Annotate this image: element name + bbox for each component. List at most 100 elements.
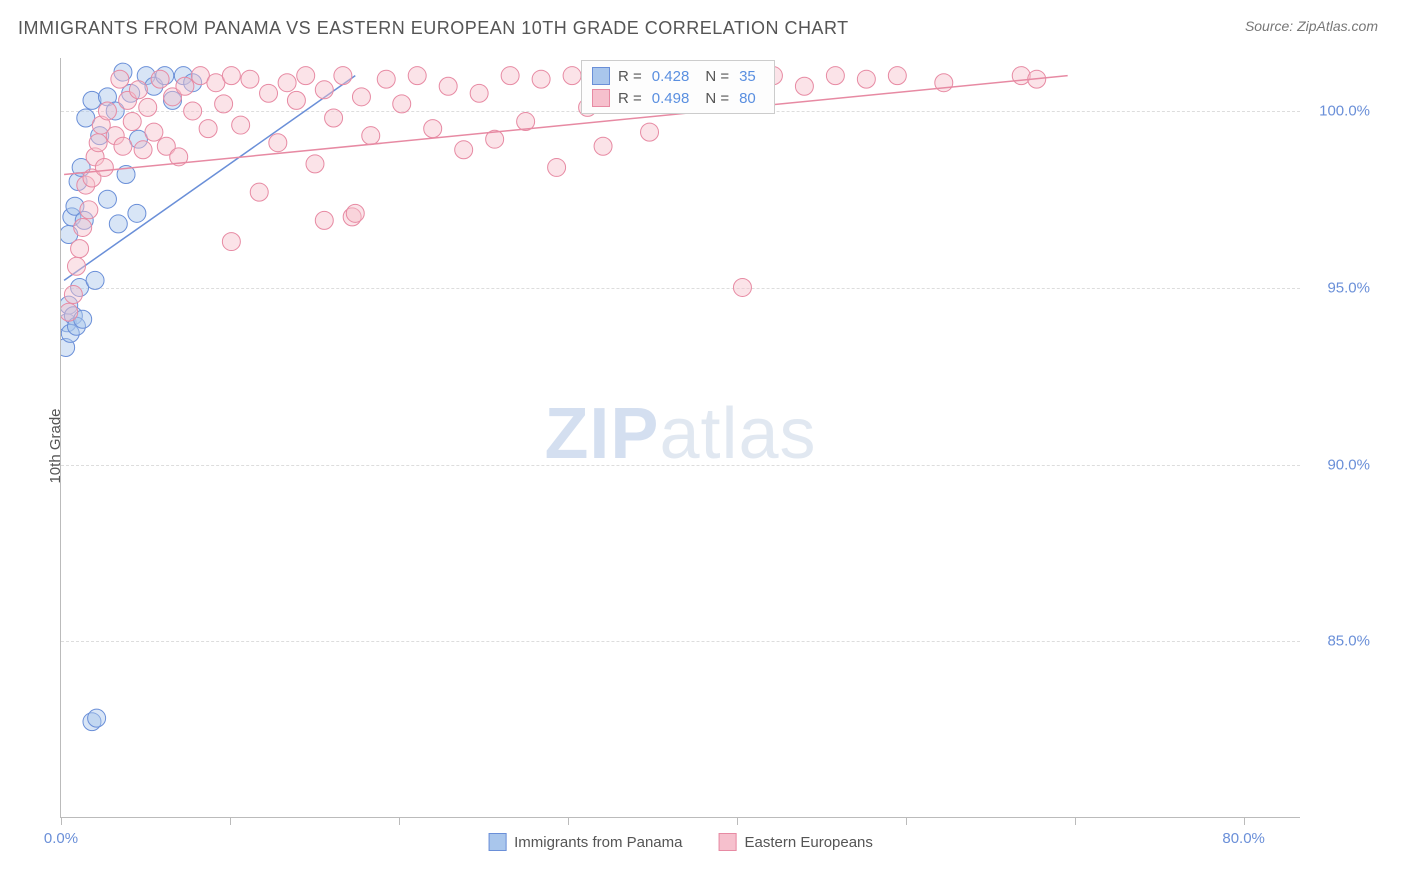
data-point (222, 67, 240, 85)
data-point (548, 158, 566, 176)
data-point (352, 88, 370, 106)
data-point (61, 226, 78, 244)
data-point (164, 91, 182, 109)
data-point (61, 338, 75, 356)
x-tick-label: 80.0% (1222, 830, 1265, 847)
data-point (563, 67, 581, 85)
data-point (269, 134, 287, 152)
data-point (641, 123, 659, 141)
y-tick-label: 100.0% (1310, 103, 1370, 120)
legend-r-value: 0.428 (652, 68, 690, 85)
trend-line (64, 76, 1068, 175)
legend-label: Eastern Europeans (744, 834, 872, 851)
legend-n-label: N = (705, 68, 729, 85)
data-point (826, 67, 844, 85)
data-point (287, 91, 305, 109)
watermark-bold: ZIP (544, 393, 659, 473)
data-point (935, 74, 953, 92)
x-tick (1075, 817, 1076, 825)
data-point (857, 70, 875, 88)
legend-swatch (592, 67, 610, 85)
data-point (89, 134, 107, 152)
data-point (69, 173, 87, 191)
data-point (129, 81, 147, 99)
legend-swatch (488, 833, 506, 851)
data-point (129, 130, 147, 148)
data-point (157, 137, 175, 155)
data-point (377, 70, 395, 88)
data-point (156, 67, 174, 85)
data-point (532, 70, 550, 88)
data-point (470, 84, 488, 102)
data-point (66, 197, 84, 215)
data-point (139, 98, 157, 116)
watermark: ZIPatlas (544, 392, 816, 474)
data-point (61, 314, 76, 332)
watermark-light: atlas (659, 393, 816, 473)
data-point (117, 166, 135, 184)
data-point (346, 204, 364, 222)
legend-r-value: 0.498 (652, 90, 690, 107)
series-legend: Immigrants from Panama Eastern Europeans (488, 833, 873, 851)
data-point (134, 141, 152, 159)
data-point (795, 77, 813, 95)
data-point (174, 67, 192, 85)
data-point (109, 215, 127, 233)
data-point (61, 296, 78, 314)
data-point (119, 91, 137, 109)
data-point (486, 130, 504, 148)
legend-row: R = 0.428 N = 35 (592, 65, 764, 87)
data-point (297, 67, 315, 85)
data-point (75, 211, 93, 229)
data-point (64, 307, 82, 325)
source-attribution: Source: ZipAtlas.com (1245, 18, 1378, 34)
legend-item: Eastern Europeans (718, 833, 872, 851)
x-tick (230, 817, 231, 825)
data-point (67, 317, 85, 335)
chart-title: IMMIGRANTS FROM PANAMA VS EASTERN EUROPE… (18, 18, 849, 39)
data-point (362, 127, 380, 145)
x-tick (61, 817, 62, 825)
data-point (439, 77, 457, 95)
x-tick (737, 817, 738, 825)
legend-r-label: R = (618, 68, 642, 85)
trend-line (64, 76, 355, 281)
data-point (137, 67, 155, 85)
data-point (232, 116, 250, 134)
data-point (83, 91, 101, 109)
data-point (114, 137, 132, 155)
data-point (95, 158, 113, 176)
data-point (74, 218, 92, 236)
data-point (83, 713, 101, 731)
data-point (145, 77, 163, 95)
data-point (111, 70, 129, 88)
data-point (199, 120, 217, 138)
legend-n-label: N = (705, 90, 729, 107)
data-point (128, 204, 146, 222)
data-point (455, 141, 473, 159)
data-point (408, 67, 426, 85)
data-point (92, 116, 110, 134)
data-point (888, 67, 906, 85)
data-point (222, 233, 240, 251)
grid-line (61, 641, 1300, 642)
data-point (61, 324, 79, 342)
data-point (315, 81, 333, 99)
data-point (260, 84, 278, 102)
x-tick (906, 817, 907, 825)
data-point (170, 148, 188, 166)
data-point (123, 113, 141, 131)
chart-svg (61, 58, 1300, 817)
y-tick-label: 85.0% (1310, 633, 1370, 650)
data-point (334, 67, 352, 85)
legend-n-value: 80 (739, 90, 756, 107)
data-point (145, 123, 163, 141)
plot-area: ZIPatlas 85.0%90.0%95.0%100.0% 0.0%80.0%… (60, 58, 1300, 818)
data-point (71, 240, 89, 258)
data-point (151, 70, 169, 88)
legend-item: Immigrants from Panama (488, 833, 682, 851)
data-point (98, 88, 116, 106)
legend-n-value: 35 (739, 68, 756, 85)
data-point (176, 77, 194, 95)
data-point (61, 303, 78, 321)
